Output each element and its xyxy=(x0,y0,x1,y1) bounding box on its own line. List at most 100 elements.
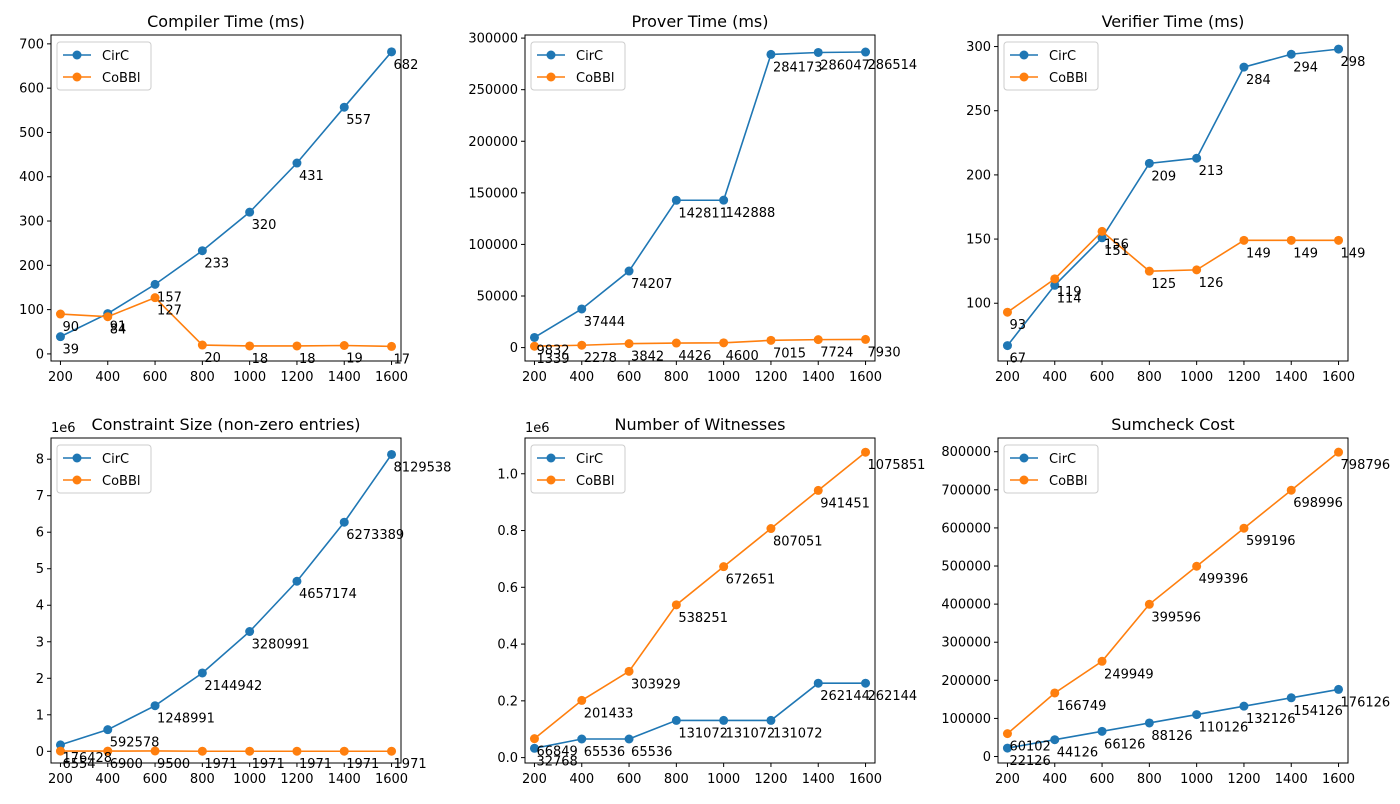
data-label: 131072 xyxy=(678,726,728,741)
y-tick-label: 200 xyxy=(19,259,44,274)
data-point-cobbl xyxy=(1192,265,1201,274)
x-tick-label: 1000 xyxy=(1180,772,1213,787)
data-label: 1971 xyxy=(299,757,332,772)
data-label: 303929 xyxy=(631,677,681,692)
data-label: 431 xyxy=(299,169,324,184)
y-tick-label: 0.6 xyxy=(497,581,518,596)
x-tick-label: 1200 xyxy=(1227,370,1260,385)
x-tick-label: 200 xyxy=(48,370,73,385)
data-label: 499396 xyxy=(1199,572,1249,587)
data-label: 60102 xyxy=(1009,740,1050,755)
data-point-cobbl xyxy=(861,335,870,344)
data-point-cobbl xyxy=(1287,236,1296,245)
data-label: 1971 xyxy=(204,757,237,772)
data-point-circ xyxy=(577,735,586,744)
data-point-circ xyxy=(292,159,301,168)
legend-marker xyxy=(547,454,556,463)
x-tick-label: 600 xyxy=(143,772,168,787)
data-point-cobbl xyxy=(719,338,728,347)
data-label: 65536 xyxy=(631,745,672,760)
data-label: 209 xyxy=(1151,169,1176,184)
legend-label: CirC xyxy=(1049,49,1076,64)
y-tick-label: 5 xyxy=(36,562,44,577)
y-tick-label: 3 xyxy=(36,635,44,650)
y-tick-label: 200000 xyxy=(941,674,991,689)
data-point-cobbl xyxy=(1239,236,1248,245)
data-label: 320 xyxy=(252,218,277,233)
data-point-circ xyxy=(1145,159,1154,168)
data-point-cobbl xyxy=(625,339,634,348)
y-tick-label: 100000 xyxy=(941,712,991,727)
data-label: 142811 xyxy=(678,206,728,221)
y-tick-label: 0.0 xyxy=(497,751,518,766)
data-label: 126 xyxy=(1199,276,1224,291)
data-label: 262144 xyxy=(820,689,870,704)
data-point-cobbl xyxy=(1050,688,1059,697)
data-point-cobbl xyxy=(292,747,301,756)
x-tick-label: 800 xyxy=(664,370,689,385)
y-tick-label: 700 xyxy=(19,37,44,52)
data-label: 2278 xyxy=(584,351,617,366)
x-tick-label: 1000 xyxy=(707,370,740,385)
data-point-cobbl xyxy=(1287,486,1296,495)
data-point-circ xyxy=(198,246,207,255)
x-tick-label: 1200 xyxy=(1227,772,1260,787)
y-tick-label: 0.8 xyxy=(497,524,518,539)
data-label: 284 xyxy=(1246,73,1271,88)
legend-label: CirC xyxy=(576,49,603,64)
legend-label: CirC xyxy=(1049,452,1076,467)
data-point-circ xyxy=(292,577,301,586)
legend-label: CirC xyxy=(102,49,129,64)
data-point-circ xyxy=(1334,45,1343,54)
y-tick-label: 0 xyxy=(510,341,518,356)
data-label: 4657174 xyxy=(299,587,357,602)
y-tick-label: 0 xyxy=(36,347,44,362)
y-tick-label: 0 xyxy=(983,750,991,765)
data-point-circ xyxy=(577,304,586,313)
y-tick-label: 2 xyxy=(36,672,44,687)
data-point-circ xyxy=(198,668,207,677)
data-point-cobbl xyxy=(672,339,681,348)
data-point-cobbl xyxy=(387,747,396,756)
y-tick-label: 150 xyxy=(966,233,991,248)
legend-label: CoBBl xyxy=(1049,71,1087,86)
legend-label: CoBBl xyxy=(102,71,140,86)
y-tick-label: 4 xyxy=(36,599,44,614)
data-label: 1971 xyxy=(346,757,379,772)
data-point-circ xyxy=(340,518,349,527)
x-tick-label: 200 xyxy=(522,370,547,385)
data-point-circ xyxy=(1145,718,1154,727)
data-point-cobbl xyxy=(198,341,207,350)
data-label: 284173 xyxy=(773,60,823,75)
x-tick-label: 1400 xyxy=(1275,772,1308,787)
data-point-circ xyxy=(861,48,870,57)
x-tick-label: 1000 xyxy=(233,370,266,385)
data-label: 6273389 xyxy=(346,528,404,543)
y-offset-label: 1e6 xyxy=(525,421,550,436)
x-tick-label: 800 xyxy=(1137,772,1162,787)
data-label: 9500 xyxy=(157,757,190,772)
data-label: 84 xyxy=(110,323,127,338)
data-point-cobbl xyxy=(292,341,301,350)
legend-marker xyxy=(73,73,82,82)
legend-marker xyxy=(73,454,82,463)
y-tick-label: 600000 xyxy=(941,521,991,536)
y-tick-label: 100 xyxy=(19,303,44,318)
data-point-cobbl xyxy=(1003,308,1012,317)
data-point-circ xyxy=(245,208,254,217)
data-point-circ xyxy=(151,280,160,289)
data-label: 1075851 xyxy=(868,458,926,473)
data-label: 201433 xyxy=(584,706,634,721)
legend-marker xyxy=(547,476,556,485)
legend-marker xyxy=(73,51,82,60)
x-tick-label: 1600 xyxy=(375,772,408,787)
legend-marker xyxy=(1020,51,1029,60)
y-tick-label: 100 xyxy=(966,297,991,312)
data-point-circ xyxy=(719,716,728,725)
x-tick-label: 1600 xyxy=(849,370,882,385)
x-tick-label: 200 xyxy=(522,772,547,787)
data-point-circ xyxy=(719,196,728,205)
chart-title: Compiler Time (ms) xyxy=(147,12,305,31)
y-tick-label: 100000 xyxy=(468,238,518,253)
